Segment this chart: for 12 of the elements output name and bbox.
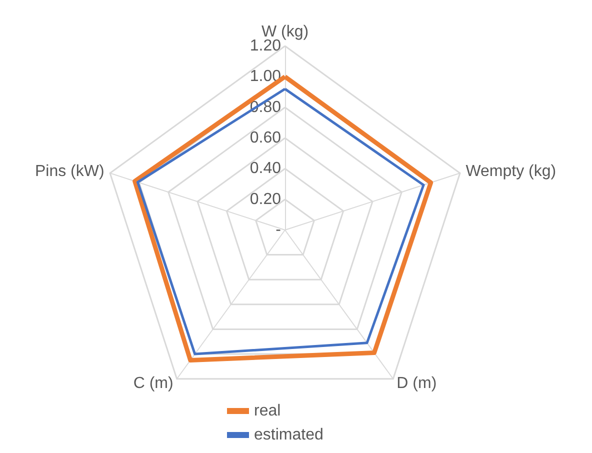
spoke-label: D (m) [396, 375, 437, 392]
y-tick-label: 0.20 [250, 190, 282, 208]
y-tick-label: 0.60 [250, 130, 282, 146]
legend-label: estimated [254, 426, 324, 444]
legend-label: real [254, 402, 281, 420]
spoke-label: Pins (kW) [34, 162, 104, 180]
y-tick-label: 0.40 [250, 160, 282, 178]
y-tick-label: 1.20 [250, 38, 282, 54]
spoke-label: W (kg) [261, 24, 309, 40]
spoke-label: Wempty (kg) [466, 162, 556, 180]
y-tick-label: - [276, 222, 281, 238]
spoke-label: C (m) [133, 375, 174, 392]
